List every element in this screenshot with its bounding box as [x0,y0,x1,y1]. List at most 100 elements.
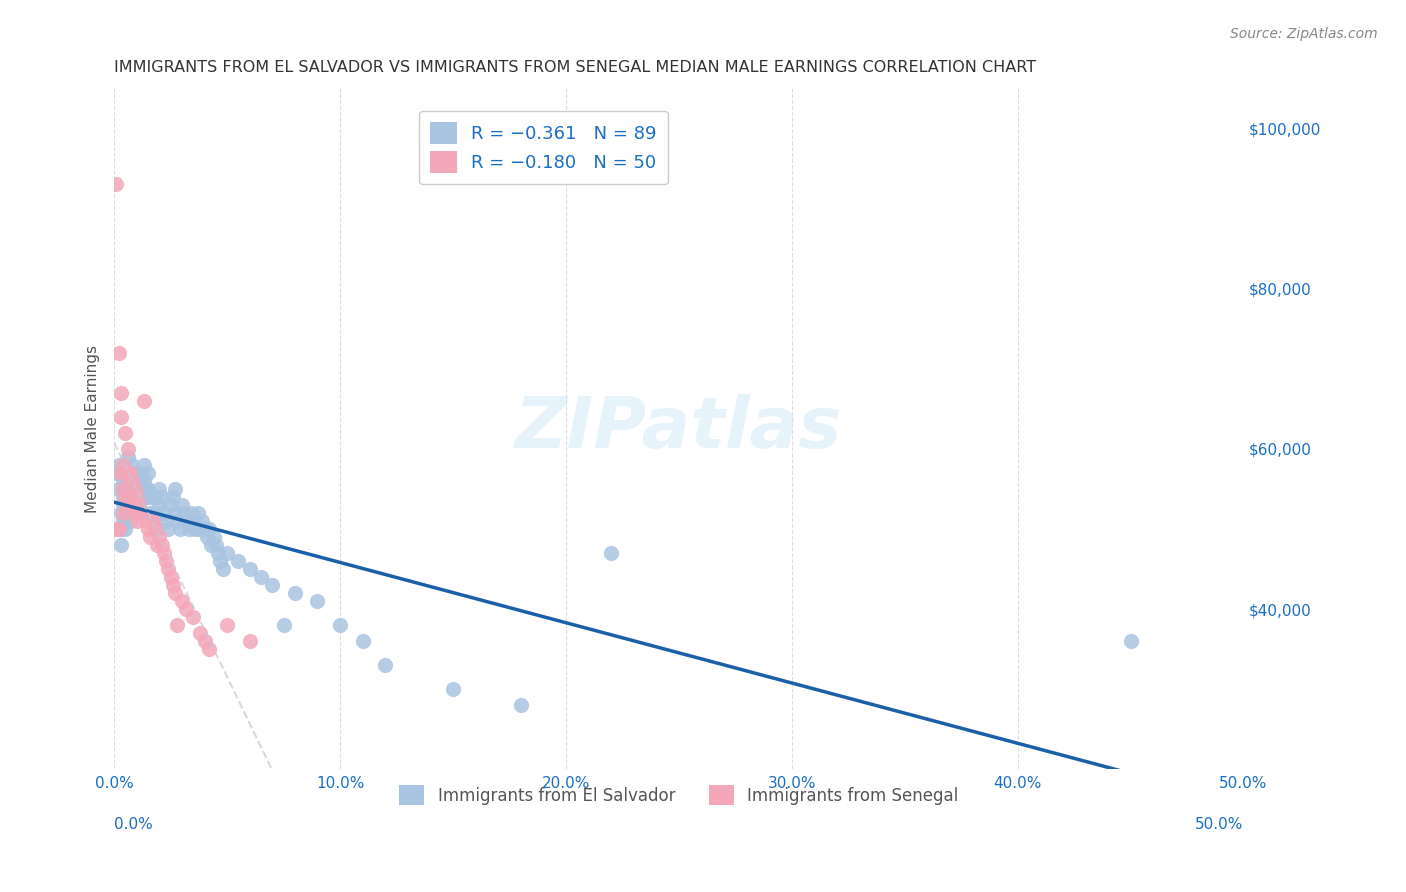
Point [217,618,239,632]
Point [187,506,209,520]
Point [159,570,181,584]
Point [211,562,233,576]
Point [139,530,162,544]
Point [307,594,329,608]
Point [176,514,198,528]
Point [273,618,295,632]
Point [157,562,180,576]
Point [176,602,198,616]
Point [118,474,141,488]
Point [136,466,159,480]
Point [162,490,184,504]
Point [125,506,148,520]
Y-axis label: Median Male Earnings: Median Male Earnings [86,345,100,513]
Point [180,506,202,520]
Point [184,522,207,536]
Point [205,538,228,552]
Point [188,522,211,536]
Point [124,482,146,496]
Point [125,482,148,496]
Point [128,474,150,488]
Point [135,482,157,496]
Point [118,490,141,504]
Point [173,506,195,520]
Point [114,490,136,504]
Point [121,498,143,512]
Point [165,506,187,520]
Legend: Immigrants from El Salvador, Immigrants from Senegal: Immigrants from El Salvador, Immigrants … [389,775,969,815]
Point [148,530,170,544]
Point [117,466,139,480]
Point [139,506,162,520]
Point [112,506,135,520]
Point [143,506,166,520]
Point [209,554,232,568]
Point [118,466,141,480]
Point [191,514,214,528]
Point [121,458,143,472]
Point [112,514,135,528]
Point [198,522,221,536]
Point [112,498,135,512]
Point [284,586,307,600]
Point [117,466,139,480]
Point [200,538,222,552]
Point [118,514,141,528]
Point [202,530,225,544]
Point [193,522,215,536]
Point [143,490,166,504]
Text: Source: ZipAtlas.com: Source: ZipAtlas.com [1230,27,1378,41]
Point [374,658,396,673]
Point [142,514,165,528]
Point [153,506,176,520]
Point [110,538,132,552]
Point [112,482,135,496]
Point [150,538,173,552]
Point [110,409,132,424]
Point [132,474,155,488]
Point [117,498,139,512]
Point [148,482,170,496]
Point [112,490,135,504]
Point [170,498,193,512]
Point [136,482,159,496]
Point [352,634,374,648]
Point [112,474,135,488]
Point [188,626,211,640]
Point [166,514,188,528]
Point [110,385,132,400]
Point [128,498,150,512]
Point [136,522,159,536]
Point [114,425,136,440]
Point [228,554,250,568]
Point [155,554,177,568]
Point [135,514,157,528]
Point [121,490,143,504]
Point [117,450,139,464]
Point [181,610,204,624]
Point [250,570,273,584]
Point [121,474,143,488]
Point [107,458,129,472]
Point [117,442,139,456]
Point [239,634,262,648]
Point [125,490,148,504]
Point [146,522,169,536]
Point [177,522,200,536]
Point [129,506,152,520]
Point [135,490,157,504]
Point [121,474,143,488]
Point [181,514,204,528]
Point [329,618,352,632]
Point [112,458,135,472]
Point [170,594,193,608]
Point [128,498,150,512]
Point [142,514,165,528]
Point [441,682,464,697]
Point [1119,634,1142,648]
Point [162,578,184,592]
Point [198,642,221,657]
Point [153,546,176,560]
Point [159,498,181,512]
Point [509,698,531,713]
